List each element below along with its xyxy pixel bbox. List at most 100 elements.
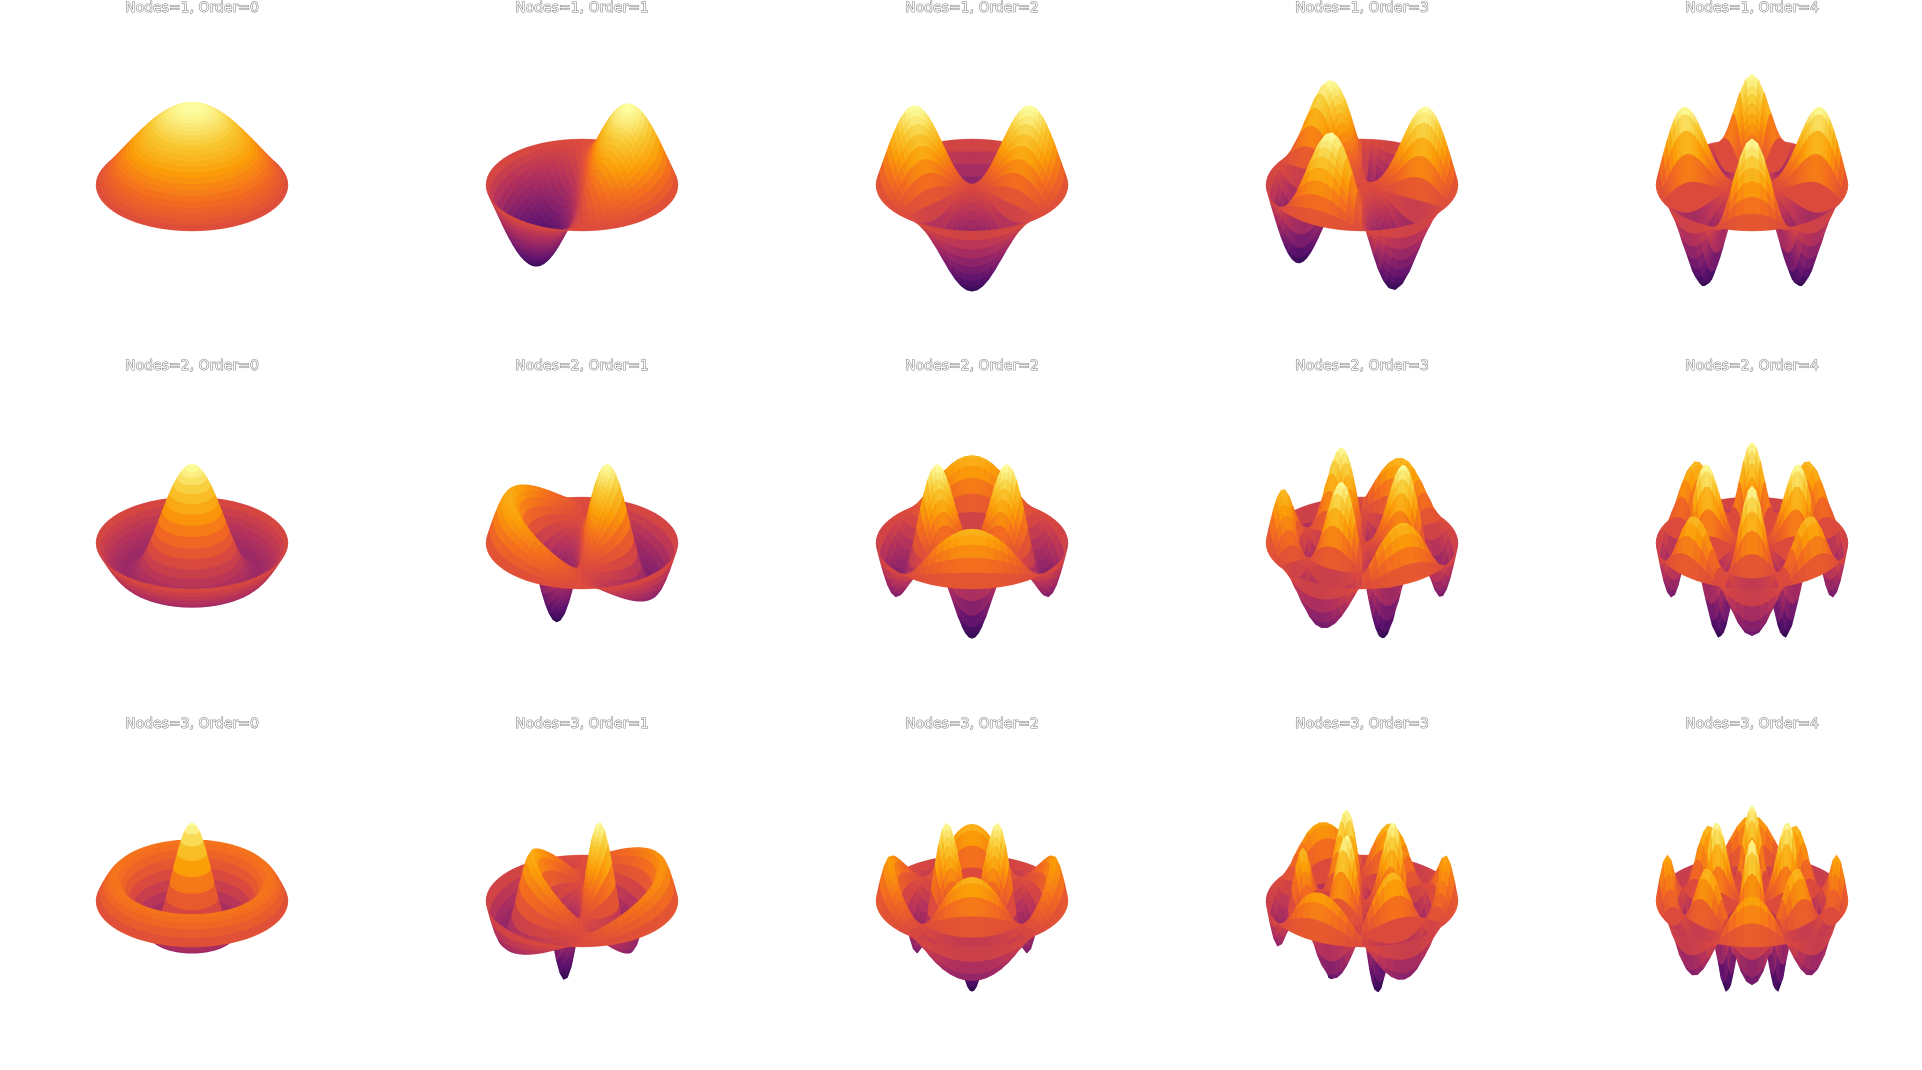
surface-facet <box>192 196 199 202</box>
surface-facet <box>174 183 181 190</box>
surface-facet <box>192 120 194 124</box>
surface-facet <box>192 131 195 136</box>
surface-facet <box>188 156 193 162</box>
surface-facet <box>956 152 964 165</box>
surface-facet <box>203 177 209 183</box>
surface-facet <box>169 213 177 220</box>
surface-facet <box>179 190 186 196</box>
surface-facet <box>192 136 195 141</box>
surface-facet <box>197 161 202 167</box>
surface-facet <box>192 150 196 155</box>
surface-facet <box>186 178 192 184</box>
surface-facet <box>192 220 200 226</box>
surface-facet <box>186 131 189 136</box>
surface-mesh <box>876 106 1068 291</box>
surface-facet <box>198 190 205 196</box>
surface-plot <box>390 0 774 354</box>
surface-facet <box>196 155 201 161</box>
surface-facet <box>192 202 199 208</box>
surface-facet <box>971 197 972 204</box>
surface-facet <box>191 109 192 111</box>
surface-facet <box>181 172 187 178</box>
surface-facet <box>964 152 972 165</box>
surface-facet <box>192 167 197 173</box>
surface-facet <box>192 225 200 231</box>
surface-facet <box>192 208 199 214</box>
surface-facet <box>205 195 212 202</box>
surface-facet <box>192 117 194 120</box>
surface-facet <box>190 124 192 128</box>
surface-facet <box>180 150 185 156</box>
surface-facet <box>180 184 186 190</box>
surface-facet <box>198 196 205 202</box>
surface-facet <box>216 223 225 230</box>
surface-facet <box>186 190 192 196</box>
surface-facet <box>177 213 185 219</box>
surface-facet <box>177 166 183 172</box>
surface-facet <box>197 172 203 178</box>
surface-facet <box>200 225 209 231</box>
surface-facet <box>192 111 193 114</box>
surface-facet <box>192 172 198 178</box>
surface-facet <box>988 140 997 152</box>
surface-facet <box>189 136 192 141</box>
surface-facet <box>182 166 188 172</box>
surface-facet <box>192 161 197 167</box>
surface-facet <box>192 184 198 190</box>
surface-facet <box>190 120 192 124</box>
surface-facet <box>195 136 199 141</box>
surface-facet <box>955 139 964 152</box>
surface-facet <box>184 214 192 220</box>
surface-facet <box>197 166 203 172</box>
surface-facet <box>199 202 206 208</box>
surface-facet <box>175 177 181 183</box>
surface-plot <box>0 0 384 354</box>
surface-facet <box>192 156 197 162</box>
surface-facet <box>192 124 194 128</box>
surface-facet <box>980 139 989 152</box>
surface-facet <box>183 155 188 161</box>
surface-facet <box>626 109 630 112</box>
surface-facet <box>210 188 217 195</box>
surface-facet <box>189 127 192 131</box>
surface-facet <box>164 200 172 207</box>
surface-facet <box>947 140 956 152</box>
surface-facet <box>200 219 208 225</box>
surface-facet <box>187 161 192 167</box>
surface-facet <box>185 140 189 145</box>
surface-facet <box>176 172 182 178</box>
surface-facet <box>972 139 980 152</box>
surface-facet <box>626 105 630 107</box>
surface-panel: Nodes=1, Order=1 <box>390 0 774 354</box>
surface-facet <box>171 201 179 208</box>
surface-facet <box>184 225 192 231</box>
surface-facet <box>184 220 192 226</box>
surface-facet <box>184 150 188 156</box>
surface-facet <box>1027 107 1031 111</box>
surface-facet <box>175 225 184 231</box>
surface-facet <box>202 172 208 178</box>
surface-facet <box>913 107 917 111</box>
surface-facet <box>972 152 980 165</box>
surface-facet <box>188 145 192 150</box>
surface-facet <box>187 172 193 178</box>
surface-facet <box>167 224 176 230</box>
surface-facet <box>195 131 198 136</box>
surface-facet <box>192 145 196 150</box>
surface-facet <box>176 219 184 225</box>
surface-facet <box>178 202 185 208</box>
surface-panel: Nodes=1, Order=2 <box>780 0 1164 354</box>
surface-facet <box>172 195 179 202</box>
surface-facet <box>187 167 192 173</box>
surface-facet <box>198 184 204 190</box>
surface-facet <box>168 218 177 224</box>
surface-facet <box>192 140 196 145</box>
surface-facet <box>207 218 216 224</box>
surface-facet <box>206 207 214 214</box>
surface-facet <box>199 207 207 213</box>
surface-facet <box>208 224 217 230</box>
surface-facet <box>167 188 174 195</box>
surface-facet <box>179 196 186 202</box>
surface-facet <box>980 152 988 165</box>
